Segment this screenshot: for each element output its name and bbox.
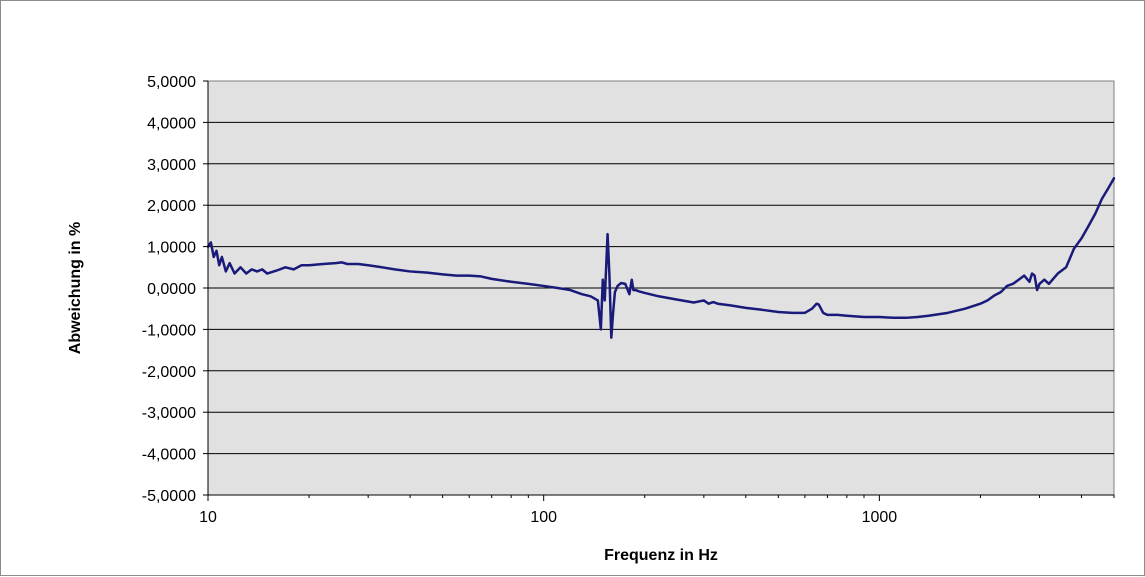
y-tick-label: 5,0000: [147, 74, 196, 91]
y-tick-label: -4,0000: [142, 447, 196, 464]
x-tick-label: 100: [530, 509, 557, 526]
gridlines: [208, 121, 1114, 455]
y-tick-label: -5,0000: [142, 488, 196, 505]
x-tick-label: 1000: [862, 509, 898, 526]
series-layer: [206, 177, 1116, 339]
y-tick-label: -1,0000: [142, 322, 196, 339]
y-tick-label: 3,0000: [147, 157, 196, 174]
y-tick-label: 2,0000: [147, 198, 196, 215]
y-tick-label: -2,0000: [142, 364, 196, 381]
x-axis: 10 100 1000: [199, 494, 1115, 526]
y-axis-title: Abweichung in %: [67, 222, 84, 354]
y-axis: 5,0000 4,0000 3,0000 2,0000 1,0000 0,0000 -1,0…: [142, 74, 209, 505]
y-tick-label: -3,0000: [142, 405, 196, 422]
y-tick-label: 0,0000: [147, 281, 196, 298]
x-axis-title: Frequenz in Hz: [604, 547, 718, 564]
x-tick-label: 10: [199, 509, 217, 526]
y-tick-label: 4,0000: [147, 115, 196, 132]
y-tick-label: 1,0000: [147, 240, 196, 257]
series-line: [206, 177, 1116, 339]
